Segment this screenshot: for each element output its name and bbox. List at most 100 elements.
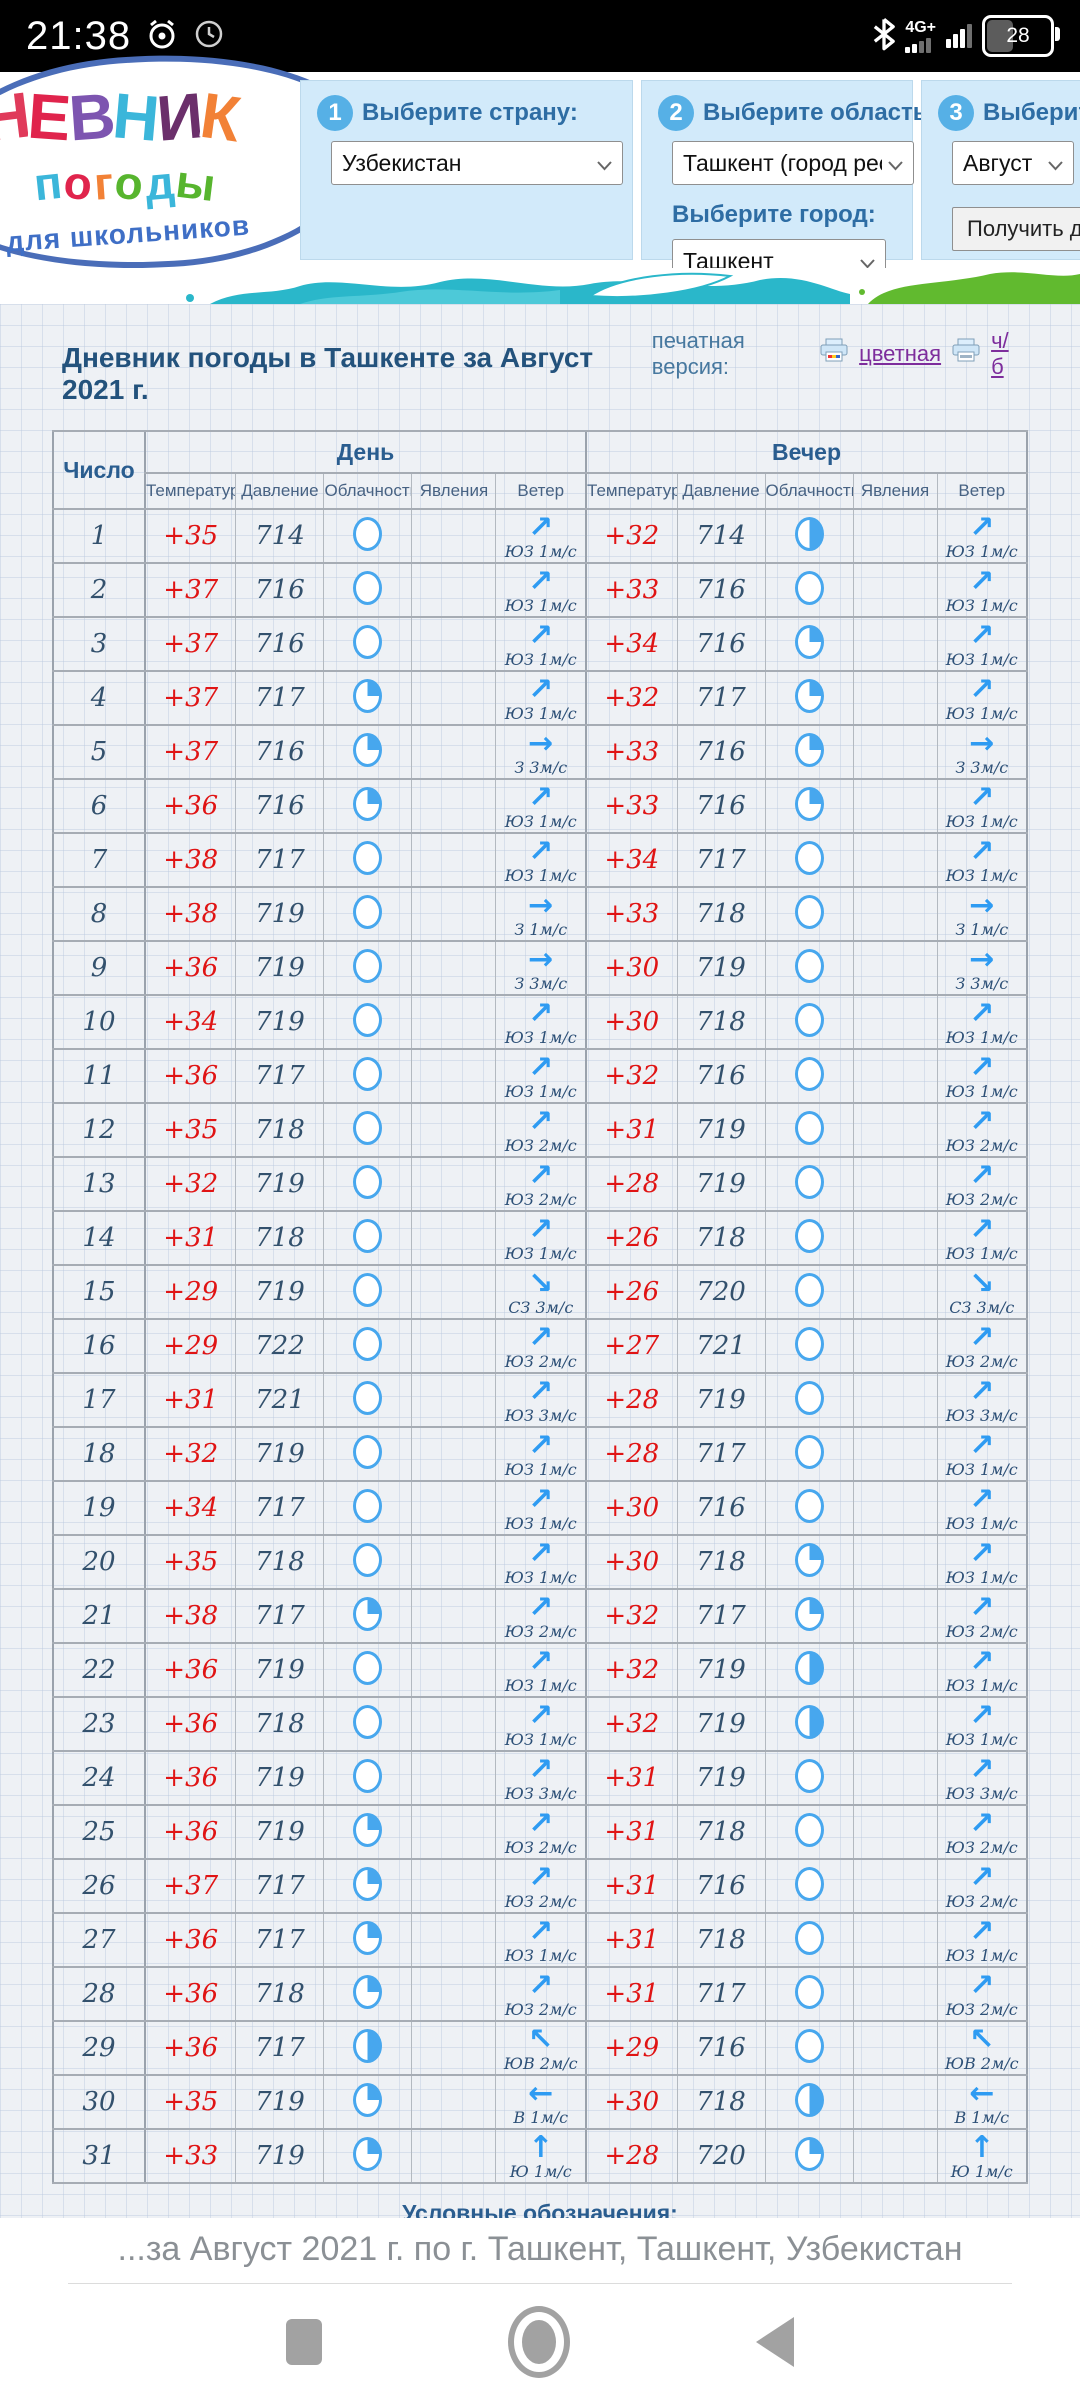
evening-temperature-cell: +31 [585, 1102, 678, 1158]
region-select[interactable]: Ташкент (город республи [672, 141, 914, 185]
evening-temperature-cell: +31 [585, 1858, 678, 1914]
evening-wind-cell: ↗ ЮЗ 1м/с [936, 616, 1028, 672]
evening-phenomena-cell [852, 886, 938, 942]
day-wind-cell: ↗ ЮЗ 1м/с [495, 1426, 587, 1482]
day-wind-cell: ↗ ЮЗ 2м/с [495, 1804, 587, 1860]
day-wind-cell: ↗ ЮЗ 1м/с [495, 994, 587, 1050]
cloud-icon [794, 1272, 824, 1307]
table-row: 24 +36 719 ↗ ЮЗ 3м/с +31 719 ↗ ЮЗ 3м/с [52, 1750, 1028, 1806]
table-row: 10 +34 719 ↗ ЮЗ 1м/с +30 718 ↗ ЮЗ 1м/с [52, 994, 1028, 1050]
wind-arrow-icon: ↗ [969, 1751, 995, 1787]
wind-arrow-icon: ↗ [528, 1589, 554, 1625]
evening-phenomena-cell [852, 1804, 938, 1860]
print-color-link[interactable]: цветная [859, 341, 942, 366]
evening-cloudiness-cell [764, 562, 854, 618]
home-button[interactable] [508, 2306, 570, 2378]
table-row: 28 +36 718 ↗ ЮЗ 2м/с +31 717 ↗ ЮЗ 2м/с [52, 1966, 1028, 2022]
day-pressure-cell: 717 [235, 1858, 325, 1914]
country-select[interactable]: Узбекистан [331, 141, 623, 185]
day-pressure-cell: 719 [235, 994, 325, 1050]
date-cell: 31 [52, 2128, 146, 2184]
cloud-icon [794, 1974, 824, 2009]
evening-cloudiness-cell [764, 1048, 854, 1104]
cloud-icon [353, 1164, 383, 1199]
evening-temperature-cell: +26 [585, 1210, 678, 1266]
day-cloudiness-cell [323, 1156, 413, 1212]
site-logo[interactable]: НЕВНИК погоды для школьников [0, 44, 374, 280]
day-cloudiness-cell [323, 616, 413, 672]
wind-text: ЮЗ 1м/с [945, 1459, 1018, 1479]
recent-apps-button[interactable] [286, 2319, 322, 2365]
evening-cloudiness-cell [764, 1750, 854, 1806]
evening-wind-cell: ↗ ЮЗ 1м/с [936, 1426, 1028, 1482]
evening-wind-cell: ↗ ЮЗ 2м/с [936, 1966, 1028, 2022]
day-cloudiness-cell [323, 994, 413, 1050]
wind-arrow-icon: ↗ [528, 1535, 554, 1571]
printer-color-icon[interactable] [819, 338, 849, 370]
date-cell: 4 [52, 670, 146, 726]
evening-cloudiness-cell [764, 616, 854, 672]
day-cloudiness-cell [323, 1750, 413, 1806]
evening-wind-cell: ↗ ЮЗ 1м/с [936, 1210, 1028, 1266]
day-temperature-cell: +35 [143, 1102, 237, 1158]
evening-wind-cell: → З 1м/с [936, 886, 1028, 942]
cloud-icon [794, 1002, 824, 1037]
day-pressure-cell: 719 [235, 1426, 325, 1482]
day-wind-cell: ↗ ЮЗ 2м/с [495, 1156, 587, 1212]
wind-arrow-icon: ↗ [528, 833, 554, 869]
table-row: 20 +35 718 ↗ ЮЗ 1м/с +30 718 ↗ ЮЗ 1м/с [52, 1534, 1028, 1590]
site-header: НЕВНИК погоды для школьников 1 Выберите … [0, 44, 1080, 283]
day-pressure-cell: 717 [235, 670, 325, 726]
evening-phenomena-cell [852, 1156, 938, 1212]
wind-arrow-icon: ↗ [969, 563, 995, 599]
day-wind-cell: ↗ ЮЗ 1м/с [495, 1912, 587, 1968]
wind-text: ЮЗ 1м/с [945, 649, 1018, 669]
get-diary-button[interactable]: Получить дневник [952, 207, 1080, 251]
table-row: 1 +35 714 ↗ ЮЗ 1м/с +32 714 ↗ ЮЗ 1м/с [52, 508, 1028, 564]
cloud-icon [794, 840, 824, 875]
cloud-icon [794, 2136, 824, 2171]
day-temperature-cell: +36 [143, 940, 237, 996]
cloud-icon [353, 1974, 383, 2009]
evening-pressure-cell: 721 [676, 1318, 766, 1374]
day-phenomena-cell [411, 1156, 497, 1212]
day-phenomena-cell [411, 1912, 497, 1968]
bluetooth-icon [873, 17, 896, 56]
table-row: 2 +37 716 ↗ ЮЗ 1м/с +33 716 ↗ ЮЗ 1м/с [52, 562, 1028, 618]
day-pressure-cell: 716 [235, 616, 325, 672]
column-header-cloudiness: Облачность [764, 472, 854, 510]
evening-temperature-cell: +26 [585, 1264, 678, 1320]
date-cell: 16 [52, 1318, 146, 1374]
date-cell: 20 [52, 1534, 146, 1590]
day-pressure-cell: 714 [235, 508, 325, 564]
evening-pressure-cell: 719 [676, 1750, 766, 1806]
month-select[interactable]: Август [952, 141, 1074, 185]
day-cloudiness-cell [323, 1696, 413, 1752]
printer-bw-icon[interactable] [951, 338, 981, 370]
day-pressure-cell: 718 [235, 1534, 325, 1590]
group-header-day: День [143, 430, 587, 474]
wind-text: ЮЗ 1м/с [504, 1513, 577, 1533]
evening-wind-cell: ↗ ЮЗ 2м/с [936, 1102, 1028, 1158]
wind-arrow-icon: ↗ [969, 1589, 995, 1625]
table-row: 6 +36 716 ↗ ЮЗ 1м/с +33 716 ↗ ЮЗ 1м/с [52, 778, 1028, 834]
evening-cloudiness-cell [764, 670, 854, 726]
cloud-icon [794, 894, 824, 929]
day-cloudiness-cell [323, 832, 413, 888]
day-wind-cell: ↗ ЮЗ 1м/с [495, 1642, 587, 1698]
back-button[interactable] [756, 2317, 794, 2367]
table-row: 8 +38 719 → З 1м/с +33 718 → З 1м/с [52, 886, 1028, 942]
wind-text: ЮЗ 2м/с [504, 1351, 577, 1371]
cloud-icon [353, 516, 383, 551]
print-bw-link[interactable]: ч/б [991, 328, 1009, 379]
evening-pressure-cell: 719 [676, 1372, 766, 1428]
evening-temperature-cell: +32 [585, 508, 678, 564]
day-temperature-cell: +37 [143, 670, 237, 726]
day-phenomena-cell [411, 1696, 497, 1752]
evening-cloudiness-cell [764, 1480, 854, 1536]
wind-arrow-icon: ↗ [528, 1913, 554, 1949]
evening-wind-cell: ↑ Ю 1м/с [936, 2128, 1028, 2184]
wind-arrow-icon: ← [969, 2075, 995, 2111]
wind-arrow-icon: ↗ [969, 1967, 995, 2003]
table-row: 22 +36 719 ↗ ЮЗ 1м/с +32 719 ↗ ЮЗ 1м/с [52, 1642, 1028, 1698]
